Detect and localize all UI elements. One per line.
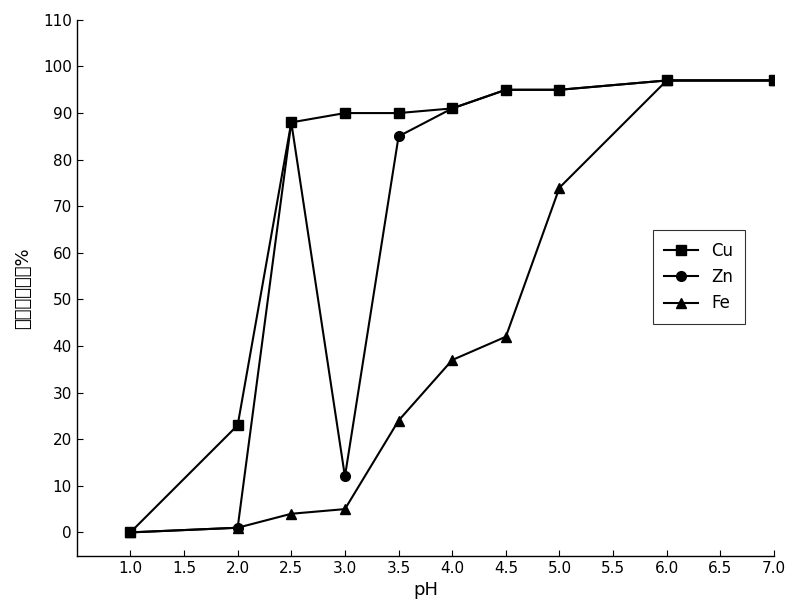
Fe xyxy=(286,510,296,517)
Zn xyxy=(340,473,350,480)
Cu xyxy=(662,77,671,84)
Cu xyxy=(447,105,457,112)
Fe xyxy=(126,529,135,536)
Zn xyxy=(554,86,564,93)
Fe xyxy=(554,184,564,191)
Fe xyxy=(501,333,510,340)
Zn xyxy=(286,119,296,126)
Zn xyxy=(770,77,779,84)
Fe xyxy=(770,77,779,84)
Fe xyxy=(447,356,457,364)
Cu xyxy=(233,422,242,429)
Fe xyxy=(662,77,671,84)
Legend: Cu, Zn, Fe: Cu, Zn, Fe xyxy=(653,230,745,324)
Cu xyxy=(554,86,564,93)
Y-axis label: 离子去除率：%: 离子去除率：% xyxy=(14,247,32,329)
Cu xyxy=(770,77,779,84)
Cu xyxy=(394,109,403,116)
Zn xyxy=(662,77,671,84)
Zn xyxy=(233,524,242,531)
Zn xyxy=(126,529,135,536)
Line: Zn: Zn xyxy=(126,75,779,537)
Fe xyxy=(340,506,350,513)
Cu xyxy=(286,119,296,126)
Fe xyxy=(233,524,242,531)
Cu xyxy=(340,109,350,116)
Zn xyxy=(394,132,403,140)
Cu xyxy=(126,529,135,536)
Zn xyxy=(501,86,510,93)
Zn xyxy=(447,105,457,112)
X-axis label: pH: pH xyxy=(413,581,438,599)
Fe xyxy=(394,417,403,424)
Line: Fe: Fe xyxy=(126,75,779,537)
Cu xyxy=(501,86,510,93)
Line: Cu: Cu xyxy=(126,75,779,537)
